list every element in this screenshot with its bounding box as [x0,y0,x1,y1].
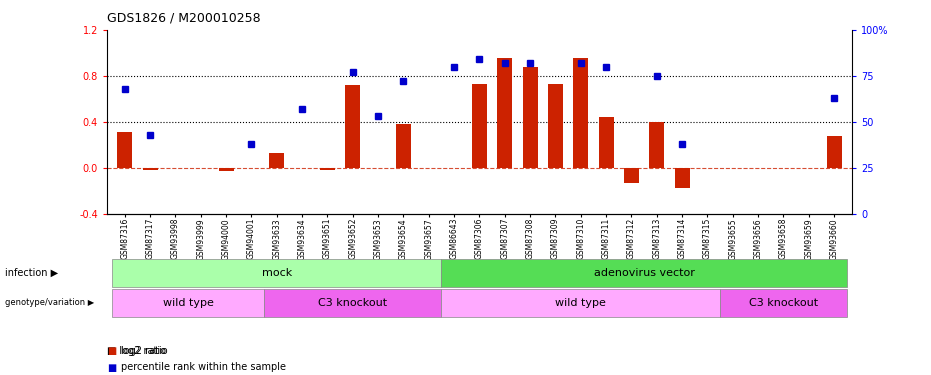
Bar [269,153,284,168]
Text: C3 knockout: C3 knockout [318,298,387,308]
Bar [649,122,665,168]
Bar [522,67,538,168]
Bar [142,168,157,170]
Text: percentile rank within the sample: percentile rank within the sample [121,363,286,372]
Text: ■: ■ [107,346,116,355]
Text: wild type: wild type [556,298,606,308]
Bar [472,84,487,168]
Text: GDS1826 / M200010258: GDS1826 / M200010258 [107,11,261,24]
Bar [219,168,234,171]
Bar [345,85,360,168]
Bar [396,124,412,168]
Bar [547,84,563,168]
Bar [320,168,335,170]
Text: infection ▶: infection ▶ [5,268,58,278]
Text: genotype/variation ▶: genotype/variation ▶ [5,298,94,307]
Text: wild type: wild type [163,298,213,308]
Bar [675,168,690,189]
Bar [599,117,614,168]
Bar [624,168,639,183]
Bar [573,58,588,168]
Text: log2 ratio: log2 ratio [121,346,168,355]
Text: mock: mock [262,268,292,278]
Text: ■ log2 ratio: ■ log2 ratio [107,346,166,355]
Bar [497,58,512,168]
Text: ■: ■ [107,363,116,372]
Text: C3 knockout: C3 knockout [749,298,818,308]
Text: adenovirus vector: adenovirus vector [594,268,695,278]
Bar [827,136,842,168]
Bar [117,132,132,168]
